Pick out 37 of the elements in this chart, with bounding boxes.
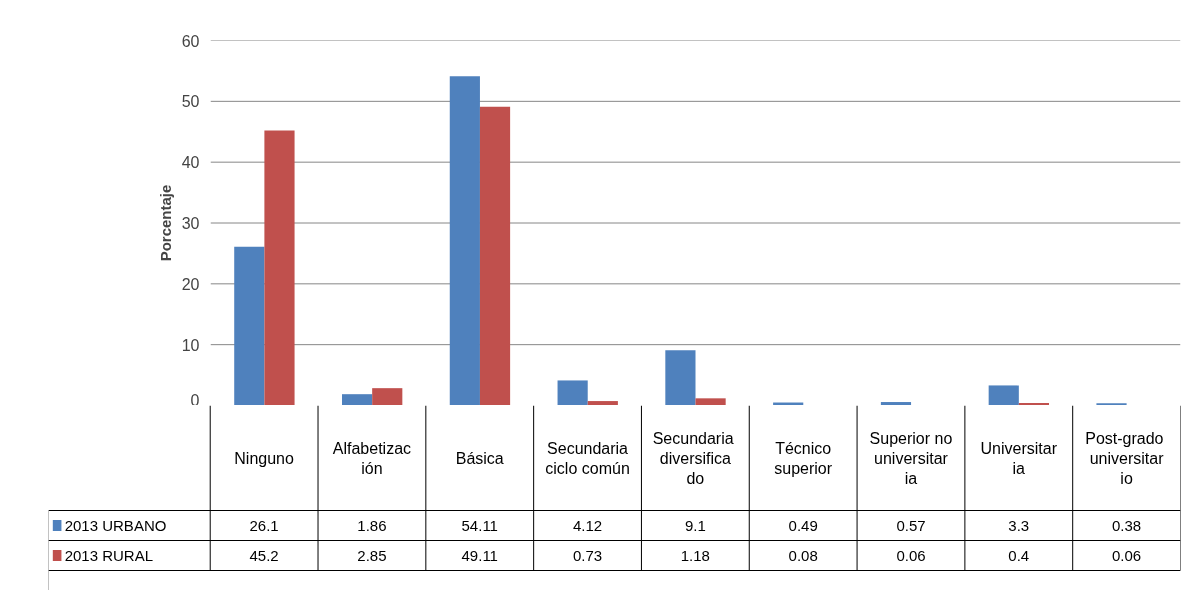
legend-label: 2013 URBANO (64, 517, 167, 534)
data-label: 2.85 (357, 546, 387, 564)
y-tick-label: 50 (181, 93, 200, 111)
x-tick-label: Secundaria ciclo común (545, 439, 630, 477)
x-tick-label: Técnico superior (774, 439, 833, 477)
data-label: 1.86 (357, 516, 387, 534)
data-label: 49.11 (461, 546, 498, 564)
y-tick-label: 40 (181, 154, 200, 172)
x-tick-label: Universitaria (980, 439, 1058, 477)
data-label: 0.06 (1112, 546, 1142, 564)
legend-label: 2013 RURAL (64, 547, 154, 564)
y-tick-label: 0 (190, 391, 200, 409)
y-tick-label: 30 (181, 215, 200, 232)
data-label: 9.1 (684, 516, 706, 534)
x-tick-label: Secundaria diversificado (652, 429, 734, 487)
y-axis-title: Porcentaje (156, 184, 174, 262)
data-label: 26.1 (249, 516, 279, 534)
data-label: 45.2 (249, 546, 279, 564)
data-label: 0.4 (1008, 546, 1030, 564)
data-label: 1.18 (680, 546, 710, 564)
x-tick-label: Post-grado universitario (1085, 429, 1165, 487)
data-label: 4.12 (572, 516, 603, 534)
y-tick-label: 60 (181, 32, 200, 50)
data-label: 0.08 (788, 546, 818, 564)
data-label: 0.38 (1112, 516, 1142, 534)
y-tick-label: 20 (181, 275, 200, 293)
data-label: 54.11 (461, 516, 498, 534)
x-tick-label: Superior no universitaria (869, 429, 953, 487)
data-label: 0.57 (896, 516, 926, 534)
x-tick-label: Alfabetización (332, 439, 412, 477)
x-tick-label: Básica (455, 449, 504, 467)
data-label: 0.73 (572, 546, 603, 564)
data-label: 0.06 (896, 546, 926, 564)
data-label: 0.49 (788, 516, 818, 534)
y-tick-label: 10 (181, 336, 200, 354)
data-label: 3.3 (1008, 516, 1030, 534)
x-tick-label: Ninguno (234, 449, 295, 467)
